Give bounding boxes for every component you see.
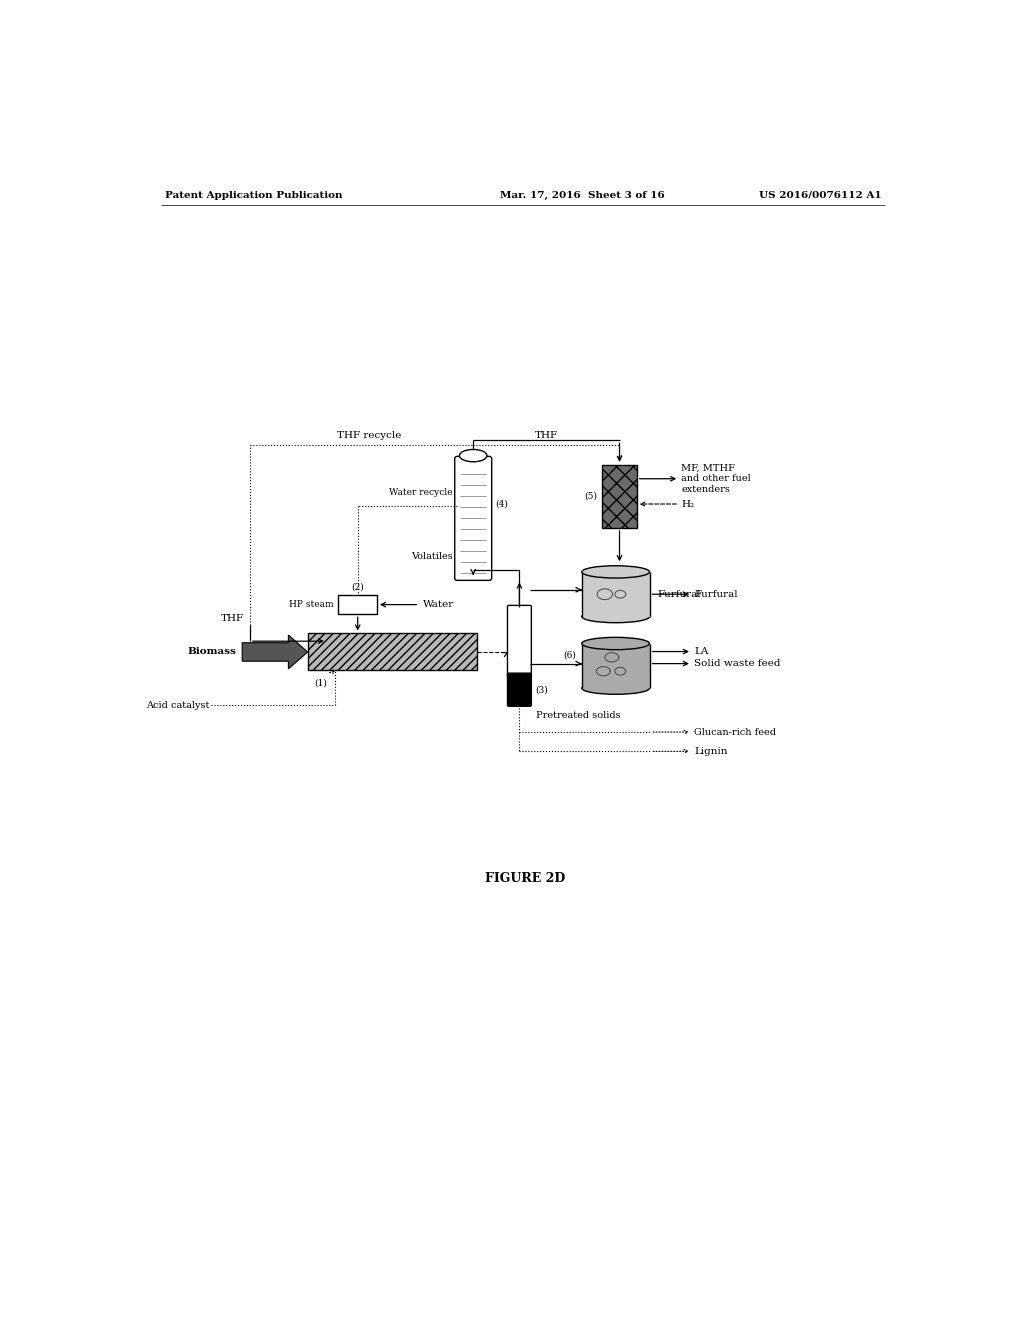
Text: US 2016/0076112 A1: US 2016/0076112 A1 — [759, 191, 882, 199]
FancyBboxPatch shape — [455, 457, 492, 581]
Text: (6): (6) — [563, 651, 577, 659]
Text: Biomass: Biomass — [187, 648, 237, 656]
Text: Mar. 17, 2016  Sheet 3 of 16: Mar. 17, 2016 Sheet 3 of 16 — [500, 191, 665, 199]
Text: Glucan-rich feed: Glucan-rich feed — [694, 727, 776, 737]
Text: Furfural: Furfural — [694, 590, 738, 599]
Ellipse shape — [582, 638, 649, 649]
Text: Volatiles: Volatiles — [411, 552, 453, 561]
Bar — [582, 644, 649, 688]
Bar — [602, 465, 637, 528]
FancyBboxPatch shape — [508, 606, 531, 677]
Text: HP steam: HP steam — [289, 601, 334, 609]
Text: Water: Water — [423, 601, 455, 609]
Text: THF: THF — [220, 614, 244, 623]
Ellipse shape — [582, 610, 649, 623]
Bar — [307, 634, 477, 671]
Ellipse shape — [460, 450, 487, 462]
Ellipse shape — [582, 566, 649, 578]
Text: MF, MTHF
and other fuel
extenders: MF, MTHF and other fuel extenders — [682, 463, 752, 494]
Text: (5): (5) — [584, 492, 597, 500]
Bar — [339, 595, 377, 614]
Text: Patent Application Publication: Patent Application Publication — [165, 191, 343, 199]
Text: Water recycle: Water recycle — [389, 487, 453, 496]
Text: H₂: H₂ — [682, 499, 694, 508]
Text: THF recycle: THF recycle — [337, 432, 401, 441]
Text: LA: LA — [694, 647, 709, 656]
Text: Solid waste feed: Solid waste feed — [694, 659, 780, 668]
Text: (3): (3) — [536, 686, 548, 694]
Bar — [582, 572, 649, 616]
Text: (1): (1) — [313, 678, 327, 688]
Text: Furfural: Furfural — [657, 590, 700, 599]
Text: Pretreated solids: Pretreated solids — [536, 711, 621, 721]
Polygon shape — [243, 635, 307, 669]
Text: (4): (4) — [495, 499, 508, 508]
Text: THF: THF — [535, 432, 558, 441]
Text: Acid catalyst: Acid catalyst — [145, 701, 209, 710]
FancyBboxPatch shape — [508, 673, 531, 706]
Text: Lignin: Lignin — [694, 747, 728, 756]
Ellipse shape — [582, 682, 649, 694]
Text: FIGURE 2D: FIGURE 2D — [484, 871, 565, 884]
Text: (2): (2) — [351, 583, 365, 591]
